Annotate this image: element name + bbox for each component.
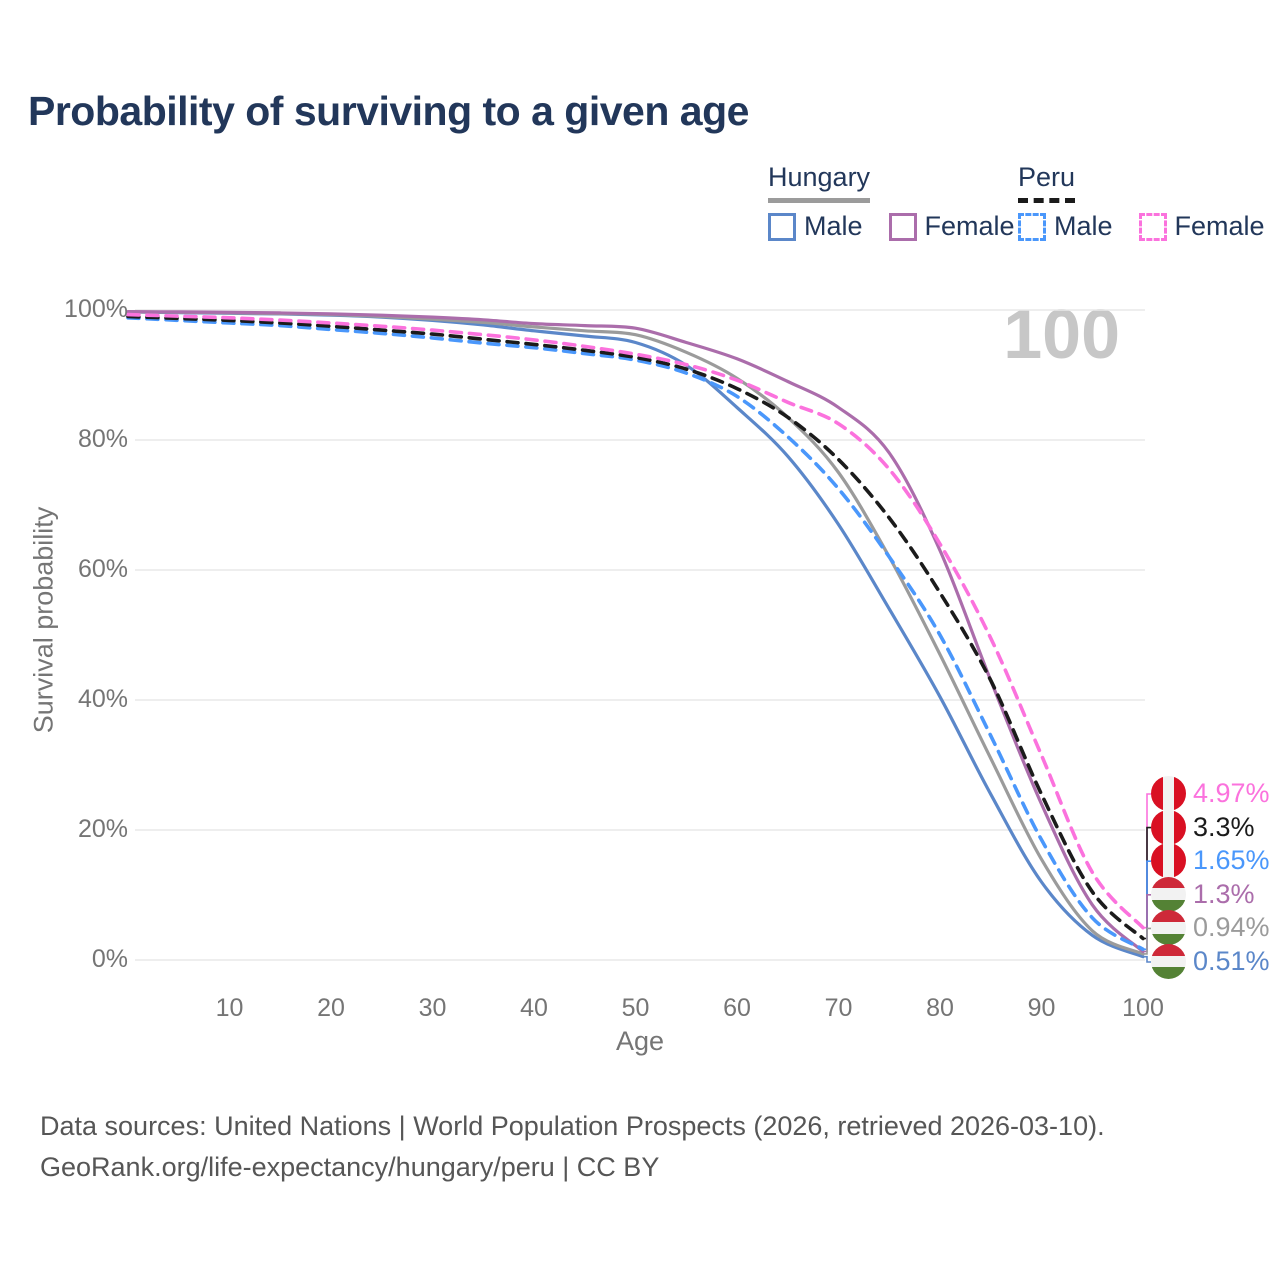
y-tick-label: 20% xyxy=(77,815,128,843)
end-label-peru-total[interactable]: 3.3% xyxy=(1151,809,1255,845)
legend-item-peru-female[interactable]: Female xyxy=(1138,211,1265,242)
peru-flag-icon xyxy=(1151,843,1186,879)
y-tick-label: 100% xyxy=(64,295,128,323)
curve-peru-female[interactable] xyxy=(126,312,1145,930)
end-label-hungary-total[interactable]: 0.94% xyxy=(1151,910,1270,946)
legend-hungary-title[interactable]: Hungary xyxy=(768,162,871,203)
curves xyxy=(126,310,1145,959)
legend-label: Male xyxy=(804,211,863,241)
y-tick-label: 0% xyxy=(91,945,128,973)
curve-peru-male[interactable] xyxy=(126,316,1145,952)
end-label-peru-male[interactable]: 1.65% xyxy=(1151,843,1270,879)
legend-item-hungary-male[interactable]: Male xyxy=(768,211,863,242)
end-label-hungary-female[interactable]: 1.3% xyxy=(1151,876,1255,912)
x-tick-label: 100 xyxy=(1122,994,1164,1022)
end-value-text: 0.51% xyxy=(1193,946,1270,976)
end-value-text: 4.97% xyxy=(1193,778,1270,808)
peru-male-swatch-icon xyxy=(1018,212,1046,241)
x-tick-label: 60 xyxy=(723,994,751,1022)
x-tick-label: 40 xyxy=(520,994,548,1022)
legend-item-hungary-female[interactable]: Female xyxy=(888,211,1015,242)
legend-label: Male xyxy=(1054,211,1113,241)
peru-flag-icon xyxy=(1151,809,1186,845)
curve-hungary-total[interactable] xyxy=(126,310,1145,956)
hungary-flag-icon xyxy=(1151,944,1186,979)
x-tick-label: 70 xyxy=(824,994,853,1022)
end-value-text: 0.94% xyxy=(1193,912,1270,943)
x-tick-label: 20 xyxy=(317,994,345,1022)
legend-label: Female xyxy=(924,211,1015,241)
legend-peru-title[interactable]: Peru xyxy=(1018,162,1076,203)
hungary-flag-icon xyxy=(1151,876,1186,912)
curve-hungary-male[interactable] xyxy=(126,310,1145,959)
end-label-connector xyxy=(1143,955,1151,963)
attribution-line: GeoRank.org/life-expectancy/hungary/peru… xyxy=(40,1152,660,1182)
peru-flag-icon xyxy=(1151,776,1186,811)
y-tick-label: 80% xyxy=(77,425,128,453)
end-value-text: 1.65% xyxy=(1193,845,1270,876)
end-value-text: 3.3% xyxy=(1193,811,1255,842)
page-title: Probability of surviving to a given age xyxy=(28,88,749,134)
x-tick-label: 80 xyxy=(926,994,954,1022)
footer: Data sources: United Nations | World Pop… xyxy=(40,1106,1105,1188)
peru-female-swatch-icon xyxy=(1138,212,1167,241)
legend-item-peru-male[interactable]: Male xyxy=(1018,211,1113,242)
curve-hungary-female[interactable] xyxy=(126,310,1145,954)
legend-group-hungary: Hungary Male Female xyxy=(768,162,1015,242)
legend-group-peru: Peru Male Female xyxy=(1018,162,1265,242)
end-label-connector xyxy=(1143,927,1151,955)
end-label-peru-female[interactable]: 4.97% xyxy=(1151,776,1270,811)
end-value-text: 1.3% xyxy=(1193,878,1255,909)
x-axis-title: Age xyxy=(615,1026,665,1056)
hungary-female-swatch-icon xyxy=(888,212,917,241)
legend-label: Female xyxy=(1174,211,1265,241)
end-label-connector xyxy=(1143,894,1151,953)
gridlines xyxy=(135,309,1145,961)
x-tick-label: 30 xyxy=(418,994,447,1022)
age-counter-watermark: 100 xyxy=(1003,295,1120,373)
x-tick-label: 90 xyxy=(1027,994,1056,1022)
x-tick-label: 50 xyxy=(621,994,650,1022)
curve-peru-total[interactable] xyxy=(126,314,1145,941)
hungary-male-swatch-icon xyxy=(768,212,796,241)
end-label-hungary-male[interactable]: 0.51% xyxy=(1151,944,1270,979)
y-tick-label: 40% xyxy=(77,685,128,713)
y-axis-title: Survival probability xyxy=(28,506,59,734)
data-sources-line: Data sources: United Nations | World Pop… xyxy=(40,1111,1105,1141)
y-tick-label: 60% xyxy=(77,555,128,583)
x-tick-label: 10 xyxy=(215,994,244,1022)
end-label-connectors xyxy=(1143,793,1151,963)
hungary-flag-icon xyxy=(1151,910,1186,946)
